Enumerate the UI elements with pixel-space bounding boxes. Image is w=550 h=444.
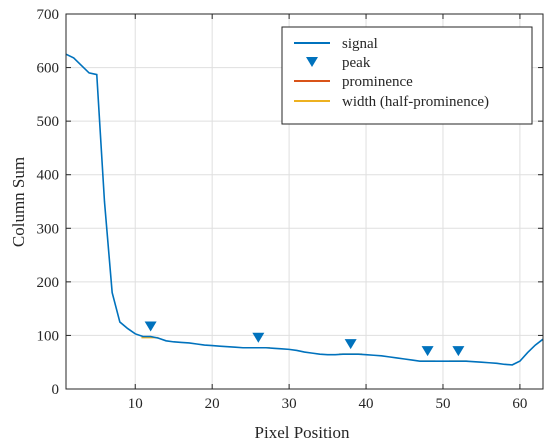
peak-marker: [344, 339, 357, 350]
peak-marker: [421, 346, 434, 357]
legend-swatch-peak: [306, 57, 318, 67]
x-tick-label: 60: [512, 396, 527, 412]
x-tick-label: 40: [359, 396, 374, 412]
x-tick-label: 50: [435, 396, 450, 412]
legend: signal peak prominence width (half-promi…: [281, 26, 533, 125]
y-tick-label: 300: [37, 221, 60, 237]
y-tick-label: 500: [37, 114, 60, 130]
y-tick-label: 200: [37, 275, 60, 291]
y-axis-label: Column Sum: [9, 157, 28, 247]
width-segments: [141, 336, 468, 362]
legend-label-signal: signal: [342, 36, 378, 52]
peak-marker: [452, 346, 465, 357]
x-tick-label: 20: [205, 396, 220, 412]
x-axis-label: Pixel Position: [255, 423, 350, 442]
x-tick-label: 10: [128, 396, 143, 412]
legend-label-prominence: prominence: [342, 74, 413, 90]
y-tick-label: 700: [37, 7, 60, 23]
peak-marker: [144, 321, 157, 332]
y-tick-label: 0: [52, 382, 60, 398]
y-tick-label: 600: [37, 61, 60, 77]
legend-label-width: width (half-prominence): [342, 94, 489, 110]
axes: [65, 13, 544, 390]
y-tick-label: 100: [37, 328, 60, 344]
series-lines: [65, 53, 544, 366]
x-tick-label: 30: [282, 396, 297, 412]
peak-marker: [252, 332, 265, 343]
peak-markers: [144, 321, 465, 357]
series-line-signal: [65, 53, 544, 366]
y-tick-label: 400: [37, 168, 60, 184]
legend-label-peak: peak: [342, 55, 371, 71]
plot-frame: [65, 13, 544, 390]
